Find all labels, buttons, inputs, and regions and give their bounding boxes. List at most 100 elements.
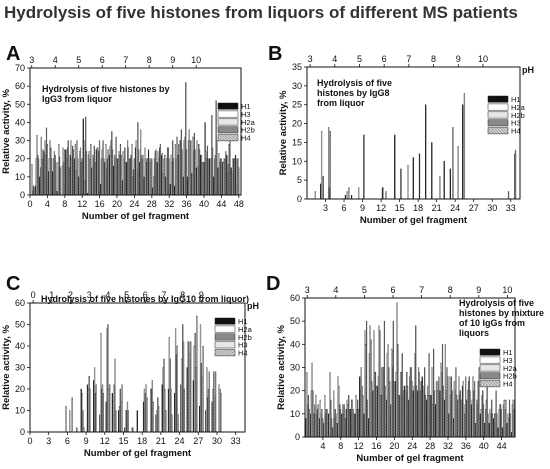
y-tick-label: 0	[20, 190, 25, 200]
bar	[216, 140, 218, 196]
bar	[322, 176, 324, 200]
bar	[194, 149, 196, 196]
bar	[185, 149, 188, 196]
x-tick-label: 27	[469, 203, 479, 213]
bar	[443, 161, 445, 200]
legend-label: H1	[503, 348, 513, 357]
bar	[514, 149, 517, 200]
legend-label: H4	[241, 134, 251, 143]
top-tick-label: 8	[431, 54, 436, 64]
bar	[207, 158, 209, 196]
x-tick-label: 30	[212, 436, 222, 446]
top-tick-label: 4	[333, 285, 338, 295]
x-tick-label: 32	[164, 199, 174, 209]
x-tick-label: 40	[199, 199, 209, 209]
bar	[384, 385, 386, 438]
bar	[363, 134, 365, 200]
legend-label: H2a	[241, 118, 256, 127]
bar	[389, 381, 391, 438]
bar	[442, 385, 444, 438]
bar	[344, 418, 346, 438]
bar	[212, 147, 214, 196]
y-tick-label: 20	[290, 386, 300, 396]
y-axis-title: Relative activity, %	[278, 90, 289, 175]
annotation-line: from liquor	[317, 98, 365, 108]
x-tick-label: 18	[137, 436, 147, 446]
y-tick-label: 70	[15, 63, 25, 73]
top-tick-label: 5	[357, 54, 362, 64]
y-tick-label: 0	[297, 194, 302, 204]
bar	[412, 157, 414, 200]
bar	[357, 409, 359, 438]
top-tick-label: 6	[100, 55, 105, 65]
top-tick-label: 8	[180, 290, 185, 300]
legend-label: H2b	[511, 111, 525, 120]
y-tick-label: 10	[290, 409, 300, 419]
x-tick-label: 24	[175, 436, 185, 446]
bar	[320, 130, 323, 200]
bar	[151, 158, 153, 196]
bar	[115, 410, 117, 433]
bar	[322, 418, 324, 438]
bar	[55, 162, 57, 196]
bar	[159, 144, 161, 196]
top-tick-label: 3	[29, 55, 34, 65]
legend-swatch	[214, 317, 236, 325]
y-tick-label: 40	[290, 339, 300, 349]
x-tick-label: 44	[497, 441, 507, 451]
bar	[64, 149, 66, 196]
bar	[407, 164, 409, 200]
plot-frame	[29, 67, 242, 196]
bar	[463, 93, 466, 200]
x-tick-label: 9	[360, 203, 365, 213]
y-tick-label: 30	[15, 136, 25, 146]
x-tick-label: 28	[147, 199, 157, 209]
y-tick-label: 50	[290, 316, 300, 326]
bar	[69, 410, 71, 433]
bar	[233, 158, 235, 196]
y-tick-label: 30	[15, 363, 25, 373]
bar	[129, 158, 131, 196]
bar	[350, 195, 353, 200]
y-tick-label: 25	[292, 100, 302, 110]
y-axis-title: Relative activity, %	[1, 325, 12, 410]
bar	[168, 158, 170, 196]
legend-swatch	[214, 333, 236, 341]
x-axis-title: Number of gel fragment	[82, 211, 190, 222]
bar	[456, 395, 458, 438]
bar	[460, 399, 462, 438]
annotation-line: histones by mixture	[459, 308, 544, 318]
figure-title: Hydrolysis of five histones from liquors…	[4, 3, 518, 22]
bar	[121, 384, 123, 433]
bar	[202, 345, 204, 433]
bar	[462, 104, 464, 200]
bar	[344, 195, 347, 200]
bar	[98, 140, 101, 196]
legend-label: H1	[241, 102, 251, 111]
legend-swatch	[479, 348, 501, 356]
annotation-line: of 10 IgGs from	[459, 318, 525, 328]
x-tick-label: 40	[479, 441, 489, 451]
bar	[366, 399, 368, 438]
bar	[500, 409, 502, 438]
legend-label: H1	[238, 317, 248, 326]
bar	[326, 409, 328, 438]
top-tick-label: 7	[419, 285, 424, 295]
bar	[220, 158, 222, 196]
legend-swatch	[487, 127, 509, 135]
top-tick-label: 10	[191, 55, 201, 65]
top-axis-label: pH	[522, 65, 534, 75]
bar	[371, 381, 373, 438]
bar	[142, 154, 144, 196]
legend-label: H3	[238, 341, 248, 350]
bar	[83, 427, 85, 433]
bar	[425, 104, 427, 200]
top-tick-label: 7	[406, 54, 411, 64]
bar	[90, 144, 92, 196]
bar	[439, 176, 441, 200]
legend-label: H4	[238, 349, 248, 358]
bar	[418, 153, 421, 200]
